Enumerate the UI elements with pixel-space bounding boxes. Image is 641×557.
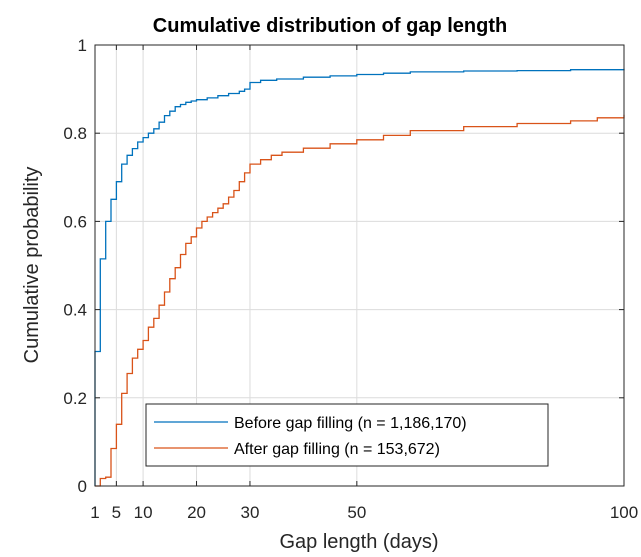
x-tick-label: 30: [240, 503, 259, 522]
grid-lines: [95, 45, 624, 486]
legend-label-before: Before gap filling (n = 1,186,170): [234, 415, 467, 432]
y-tick-label: 0: [78, 477, 87, 496]
series-line-after: [95, 114, 625, 487]
y-tick-label: 0.4: [63, 301, 87, 320]
x-tick-label: 1: [90, 503, 99, 522]
legend: Before gap filling (n = 1,186,170) After…: [145, 403, 549, 467]
x-axis-label: Gap length (days): [280, 531, 439, 553]
legend-label-after: After gap filling (n = 153,672): [234, 441, 440, 458]
series-line-before: [94, 68, 625, 486]
y-tick-label: 1: [78, 36, 87, 55]
x-tick-label: 5: [112, 503, 121, 522]
x-tick-label: 20: [187, 503, 206, 522]
plot-frame: [94, 44, 625, 487]
legend-box: [145, 403, 549, 467]
series-layer: [94, 68, 625, 487]
y-tick-label: 0.8: [63, 124, 87, 143]
x-tick-label: 100: [610, 503, 638, 522]
chart-title: Cumulative distribution of gap length: [153, 15, 507, 37]
y-tick-label: 0.2: [63, 389, 87, 408]
y-axis-label: Cumulative probability: [21, 167, 43, 364]
x-tick-label: 10: [134, 503, 153, 522]
x-tick-label: 50: [347, 503, 366, 522]
y-tick-label: 0.6: [63, 212, 87, 231]
